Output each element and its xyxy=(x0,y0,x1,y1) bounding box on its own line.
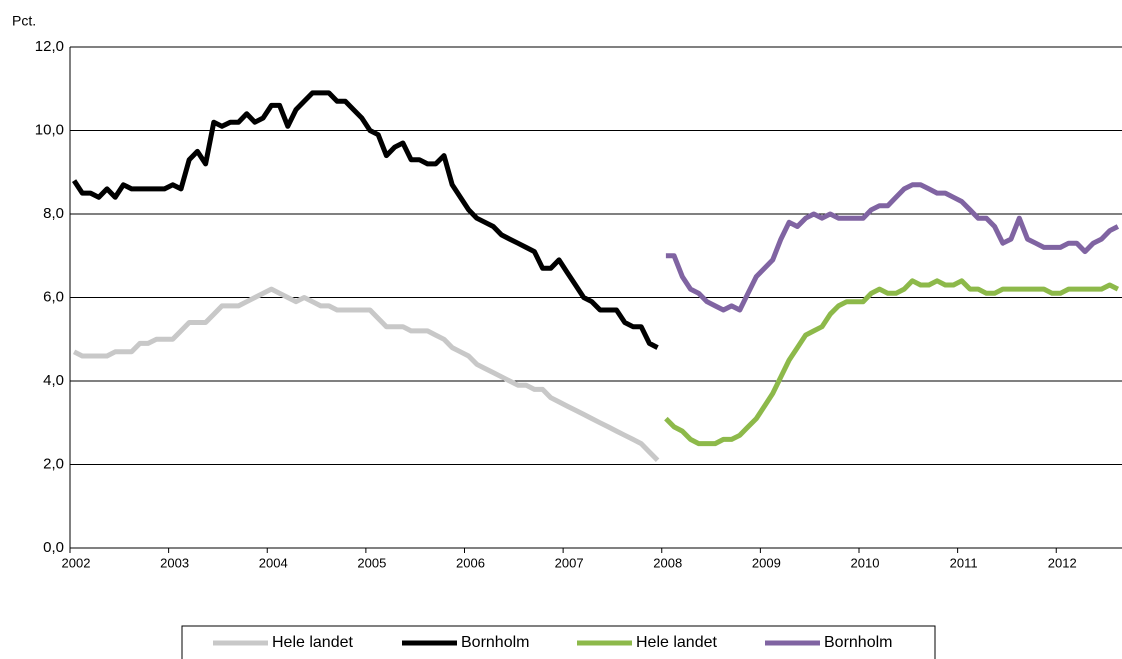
x-tick-label: 2002 xyxy=(62,555,91,570)
x-tick-label: 2005 xyxy=(357,555,386,570)
legend-label: Hele landet xyxy=(272,634,354,651)
x-tick-label: 2009 xyxy=(752,555,781,570)
legend-label: Bornholm xyxy=(824,634,892,651)
y-axis-label: Pct. xyxy=(12,13,36,29)
x-tick-label: 2008 xyxy=(653,555,682,570)
y-tick-label: 12,0 xyxy=(35,38,64,55)
legend-label: Hele landet xyxy=(636,634,718,651)
y-tick-label: 6,0 xyxy=(43,288,64,305)
y-tick-label: 2,0 xyxy=(43,455,64,472)
x-tick-label: 2003 xyxy=(160,555,189,570)
line-series xyxy=(665,182,1120,313)
y-tick-label: 8,0 xyxy=(43,205,64,222)
x-tick-label: 2011 xyxy=(950,555,978,570)
y-tick-label: 4,0 xyxy=(43,372,64,389)
x-tick-label: 2010 xyxy=(851,555,880,570)
y-tick-label: 10,0 xyxy=(35,121,64,138)
x-tick-label: 2004 xyxy=(259,555,288,570)
x-tick-label: 2007 xyxy=(555,555,584,570)
y-tick-label: 0,0 xyxy=(43,539,64,556)
line-series xyxy=(72,90,659,350)
line-series xyxy=(72,286,660,463)
legend-label: Bornholm xyxy=(461,634,529,651)
x-tick-label: 2012 xyxy=(1048,555,1077,570)
line-series xyxy=(664,278,1120,447)
x-tick-label: 2006 xyxy=(456,555,485,570)
